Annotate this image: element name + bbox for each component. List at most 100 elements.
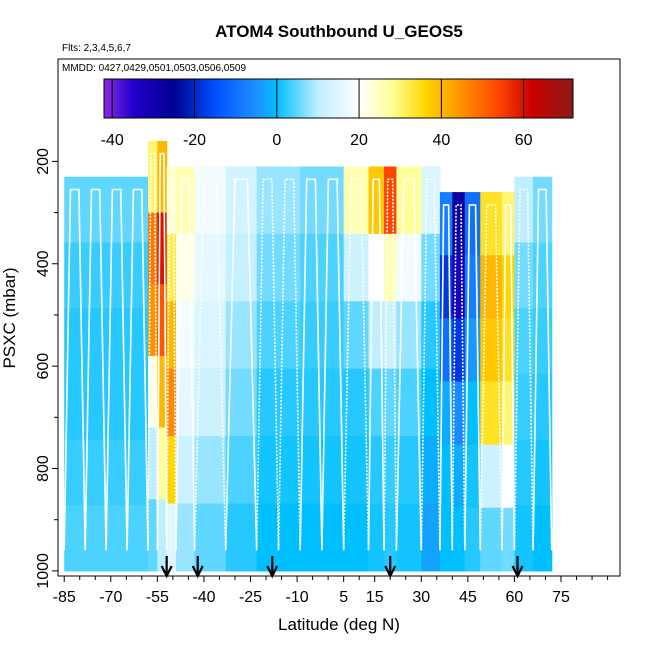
flights-subtitle: Flts: 2,3,4,5,6,7 xyxy=(62,43,131,54)
x-tick-label: 60 xyxy=(506,589,524,606)
x-tick-label: 45 xyxy=(459,589,477,606)
heatmap-cell xyxy=(175,233,196,302)
x-axis-label: Latitude (deg N) xyxy=(278,615,400,634)
heatmap-cell xyxy=(157,355,168,429)
arrow-head xyxy=(160,565,173,579)
y-tick-label: 400 xyxy=(35,250,52,277)
heatmap-cell xyxy=(502,192,516,256)
x-tick-label: 5 xyxy=(339,589,348,606)
x-tick-label: -10 xyxy=(286,589,309,606)
heatmap-cell xyxy=(439,444,453,509)
flight-path-segment xyxy=(479,204,503,551)
heatmap-cell xyxy=(464,192,481,256)
heatmap-cell xyxy=(439,507,453,572)
flight-path-segment xyxy=(367,178,385,551)
arrow-head xyxy=(191,565,204,579)
x-tick-label: -40 xyxy=(192,589,215,606)
heatmap-cell xyxy=(439,381,453,446)
heatmap-cell xyxy=(464,444,481,509)
heatmap-cell xyxy=(64,176,149,244)
heatmap-cell xyxy=(452,255,466,319)
colorbar-tick-label: 40 xyxy=(432,132,450,149)
heatmap-cell xyxy=(148,355,158,429)
heatmap-cell xyxy=(514,373,534,441)
heatmap-cell xyxy=(421,166,441,235)
heatmap-cell xyxy=(256,301,301,370)
heatmap-cell xyxy=(166,503,177,572)
flight-path-segment xyxy=(255,178,301,551)
heatmap-cell xyxy=(175,166,196,235)
heatmap-cell xyxy=(175,436,196,505)
heatmap-cell xyxy=(343,503,370,572)
heatmap-cell xyxy=(148,499,158,572)
heatmap-cell xyxy=(64,242,149,309)
heatmap-cell xyxy=(396,503,422,572)
heatmap-cell xyxy=(148,284,158,357)
x-tick-label: -55 xyxy=(146,589,169,606)
heatmap-cell xyxy=(421,301,441,370)
heatmap-cell xyxy=(514,439,534,506)
heatmap-cell xyxy=(368,503,385,572)
heatmap-cell xyxy=(396,436,422,505)
flight-path-segment xyxy=(395,178,423,551)
heatmap-cell xyxy=(452,381,466,446)
heatmap-cell xyxy=(368,166,385,235)
heatmap-cell xyxy=(502,444,516,509)
heatmap-cell xyxy=(452,444,466,509)
heatmap-cell xyxy=(225,503,258,572)
heatmap-cell xyxy=(384,368,398,437)
arrow-head xyxy=(266,565,279,579)
colorbar-gradient xyxy=(103,78,574,119)
heatmap-cell xyxy=(300,368,345,437)
heatmap-cell xyxy=(256,368,301,437)
heatmap-cell xyxy=(194,368,227,437)
flight-path-segment xyxy=(147,152,159,551)
heatmap-cell xyxy=(368,368,385,437)
colorbar-tick-label: 0 xyxy=(272,132,281,149)
flight-path-lines xyxy=(63,152,553,551)
heatmap-cell xyxy=(514,176,534,244)
flight-path-segment xyxy=(342,178,370,551)
flight-path-segment xyxy=(451,204,466,551)
heatmap-cell xyxy=(225,233,258,302)
flight-path-segment xyxy=(224,178,258,551)
heatmap-cell xyxy=(256,436,301,505)
colorbar-tick-label: -40 xyxy=(101,132,124,149)
heatmap-cell xyxy=(368,233,385,302)
heatmap-cell xyxy=(148,140,158,214)
flight-path-segment xyxy=(383,178,398,551)
colorbar: -40 -20 0 20 40 60 xyxy=(101,78,574,149)
heatmap-cell xyxy=(502,381,516,446)
heatmap-cell xyxy=(464,507,481,572)
x-tick-label: -70 xyxy=(99,589,122,606)
y-tick-label: 800 xyxy=(35,455,52,482)
x-tick-label: -85 xyxy=(53,589,76,606)
heatmap-cell xyxy=(396,233,422,302)
y-axis: 200 400 600 800 1000 xyxy=(35,148,58,589)
heatmap-cell xyxy=(452,507,466,572)
heatmap-cell xyxy=(464,381,481,446)
heatmap-cell xyxy=(256,233,301,302)
heatmap-cell xyxy=(194,166,227,235)
heatmap-cell xyxy=(533,439,553,506)
flight-path-segment xyxy=(156,152,168,551)
heatmap-cell xyxy=(421,503,441,572)
heatmap-cell xyxy=(175,503,196,572)
heatmap-cell xyxy=(384,503,398,572)
flight-path-segment xyxy=(175,178,196,551)
flight-path-segment xyxy=(532,188,553,551)
heatmap-cell xyxy=(64,373,149,441)
heatmap-cell xyxy=(194,233,227,302)
heatmap-cell xyxy=(343,436,370,505)
heatmap-cell xyxy=(452,192,466,256)
y-tick-label: 200 xyxy=(35,148,52,175)
heatmap-cell xyxy=(166,233,177,302)
heatmap-cell xyxy=(157,499,168,572)
x-tick-label: 30 xyxy=(412,589,430,606)
dates-subtitle: MMDD: 0427,0429,0501,0503,0506,0509 xyxy=(62,63,246,74)
flight-path-segment xyxy=(193,178,227,551)
heatmap-cells xyxy=(64,140,553,572)
plot-frame xyxy=(57,58,621,577)
arrow-head xyxy=(511,565,524,579)
